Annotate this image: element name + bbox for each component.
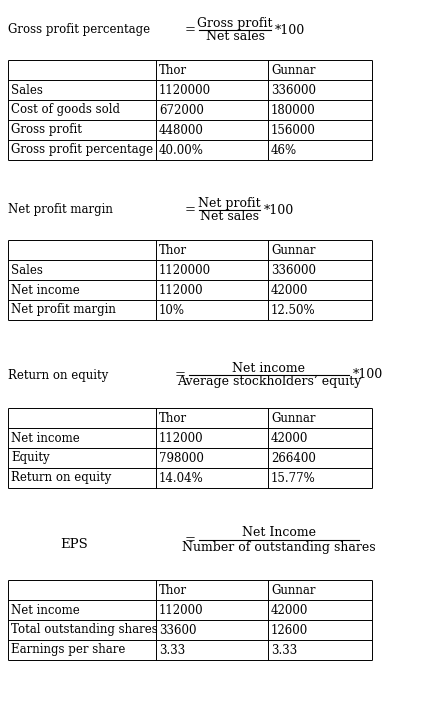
- Text: Cost of goods sold: Cost of goods sold: [11, 103, 120, 117]
- Text: Return on equity: Return on equity: [11, 472, 111, 484]
- Text: =: =: [185, 534, 196, 547]
- Text: Gross profit: Gross profit: [197, 16, 273, 30]
- Text: Net income: Net income: [11, 283, 80, 297]
- Text: =: =: [185, 23, 196, 37]
- Text: 33600: 33600: [159, 624, 196, 636]
- Text: Gross profit percentage: Gross profit percentage: [8, 23, 150, 37]
- Text: Average stockholders’ equity: Average stockholders’ equity: [177, 375, 361, 389]
- Text: *100: *100: [264, 203, 294, 217]
- Text: *100: *100: [275, 23, 305, 37]
- Text: Net sales: Net sales: [200, 210, 259, 224]
- Text: EPS: EPS: [60, 539, 88, 552]
- Text: 112000: 112000: [159, 603, 204, 617]
- Text: Thor: Thor: [159, 583, 187, 597]
- Text: 180000: 180000: [271, 103, 316, 117]
- Text: 1120000: 1120000: [159, 263, 211, 277]
- Text: 12.50%: 12.50%: [271, 304, 315, 316]
- Text: 42000: 42000: [271, 603, 308, 617]
- Text: Net income: Net income: [11, 431, 80, 445]
- Text: Gunnar: Gunnar: [271, 583, 315, 597]
- Text: Equity: Equity: [11, 452, 50, 464]
- Text: 42000: 42000: [271, 283, 308, 297]
- Text: 112000: 112000: [159, 431, 204, 445]
- Text: 3.33: 3.33: [159, 644, 185, 656]
- Text: Earnings per share: Earnings per share: [11, 644, 126, 656]
- Text: 12600: 12600: [271, 624, 308, 636]
- Text: =: =: [175, 368, 186, 382]
- Text: Number of outstanding shares: Number of outstanding shares: [182, 540, 376, 554]
- Text: 156000: 156000: [271, 123, 316, 137]
- Text: Thor: Thor: [159, 411, 187, 425]
- Text: Gunnar: Gunnar: [271, 64, 315, 76]
- Text: Total outstanding shares: Total outstanding shares: [11, 624, 158, 636]
- Text: Net income: Net income: [11, 603, 80, 617]
- Text: Net profit: Net profit: [198, 197, 261, 210]
- Text: 336000: 336000: [271, 84, 316, 96]
- Text: 112000: 112000: [159, 283, 204, 297]
- Text: 336000: 336000: [271, 263, 316, 277]
- Text: Sales: Sales: [11, 84, 43, 96]
- Text: Net income: Net income: [232, 362, 306, 375]
- Text: Thor: Thor: [159, 244, 187, 256]
- Text: Gross profit percentage: Gross profit percentage: [11, 144, 153, 156]
- Text: 40.00%: 40.00%: [159, 144, 204, 156]
- Text: 1120000: 1120000: [159, 84, 211, 96]
- Text: 10%: 10%: [159, 304, 185, 316]
- Text: Gunnar: Gunnar: [271, 411, 315, 425]
- Text: 14.04%: 14.04%: [159, 472, 204, 484]
- Text: *100: *100: [353, 368, 383, 382]
- Text: 266400: 266400: [271, 452, 316, 464]
- Text: =: =: [185, 203, 196, 217]
- Text: 448000: 448000: [159, 123, 204, 137]
- Text: Gunnar: Gunnar: [271, 244, 315, 256]
- Text: Net profit margin: Net profit margin: [11, 304, 116, 316]
- Text: 42000: 42000: [271, 431, 308, 445]
- Text: 15.77%: 15.77%: [271, 472, 316, 484]
- Text: 46%: 46%: [271, 144, 297, 156]
- Text: Sales: Sales: [11, 263, 43, 277]
- Text: 3.33: 3.33: [271, 644, 297, 656]
- Text: Net Income: Net Income: [242, 527, 316, 539]
- Text: Net sales: Net sales: [206, 30, 265, 43]
- Text: Gross profit: Gross profit: [11, 123, 82, 137]
- Text: Net profit margin: Net profit margin: [8, 203, 113, 217]
- Text: Thor: Thor: [159, 64, 187, 76]
- Text: Return on equity: Return on equity: [8, 368, 108, 382]
- Text: 798000: 798000: [159, 452, 204, 464]
- Text: 672000: 672000: [159, 103, 204, 117]
